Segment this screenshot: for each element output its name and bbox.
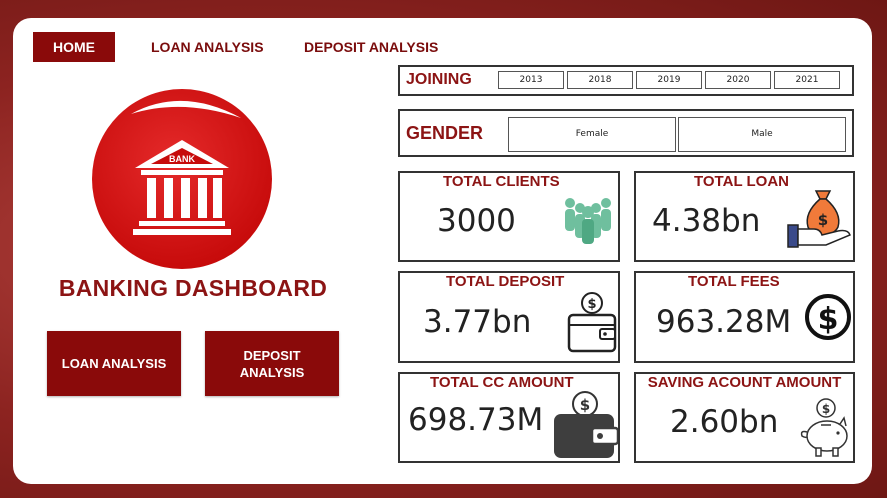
svg-text:$: $ bbox=[580, 396, 590, 414]
kpi-value: 2.60bn bbox=[670, 404, 779, 440]
svg-text:$: $ bbox=[818, 302, 839, 337]
year-option-2013[interactable]: 2013 bbox=[498, 71, 564, 89]
gender-option-male[interactable]: Male bbox=[678, 117, 846, 152]
kpi-value: 4.38bn bbox=[652, 203, 761, 239]
loan-analysis-button-label: LOAN ANALYSIS bbox=[61, 356, 167, 371]
kpi-title: SAVING ACOUNT AMOUNT bbox=[647, 374, 842, 391]
money-bag-hand-icon: $ bbox=[787, 190, 851, 248]
deposit-button-line2: ANALYSIS bbox=[239, 364, 305, 380]
kpi-saving-account-amount: SAVING ACOUNT AMOUNT 2.60bn $ bbox=[634, 372, 855, 463]
kpi-total-deposit: TOTAL DEPOSIT 3.77bn $ bbox=[398, 271, 620, 363]
kpi-title: TOTAL CLIENTS bbox=[443, 173, 560, 190]
svg-text:$: $ bbox=[587, 297, 596, 312]
kpi-total-loan: TOTAL LOAN 4.38bn $ bbox=[634, 171, 855, 262]
deposit-button-line1: DEPOSIT bbox=[243, 347, 301, 363]
loan-analysis-button[interactable]: LOAN ANALYSIS bbox=[47, 331, 181, 396]
kpi-value: 3000 bbox=[437, 203, 516, 239]
kpi-title: TOTAL CC AMOUNT bbox=[430, 374, 574, 391]
svg-text:$: $ bbox=[822, 402, 830, 416]
kpi-title: TOTAL LOAN bbox=[694, 173, 789, 190]
people-icon bbox=[565, 198, 611, 244]
year-option-2018[interactable]: 2018 bbox=[567, 71, 633, 89]
wallet-dollar-icon: $ bbox=[554, 391, 618, 458]
nav-deposit-analysis[interactable]: DEPOSIT ANALYSIS bbox=[304, 39, 439, 55]
kpi-title: TOTAL FEES bbox=[688, 273, 780, 290]
kpi-title: TOTAL DEPOSIT bbox=[446, 273, 565, 290]
kpi-total-fees: TOTAL FEES 963.28M $ bbox=[634, 271, 855, 363]
deposit-analysis-button[interactable]: DEPOSIT ANALYSIS bbox=[205, 331, 339, 396]
kpi-total-cc-amount: TOTAL CC AMOUNT 698.73M $ bbox=[398, 372, 620, 463]
year-option-2019[interactable]: 2019 bbox=[636, 71, 702, 89]
gender-slicer: GENDER Female Male bbox=[398, 109, 854, 157]
wallet-coin-icon: $ bbox=[567, 292, 617, 353]
year-option-2020[interactable]: 2020 bbox=[705, 71, 771, 89]
kpi-value: 3.77bn bbox=[423, 304, 532, 340]
gender-label: GENDER bbox=[406, 123, 484, 143]
bank-logo-icon: BANK bbox=[92, 89, 272, 269]
kpi-value: 698.73M bbox=[408, 402, 544, 438]
svg-text:$: $ bbox=[818, 211, 828, 229]
dashboard-card: HOME LOAN ANALYSIS DEPOSIT ANALYSIS BANK… bbox=[13, 18, 872, 484]
kpi-total-clients: TOTAL CLIENTS 3000 bbox=[398, 171, 620, 262]
piggy-bank-icon: $ bbox=[800, 398, 848, 457]
bank-logo-text: BANK bbox=[169, 154, 195, 164]
nav-loan-analysis[interactable]: LOAN ANALYSIS bbox=[151, 39, 264, 55]
gender-option-female[interactable]: Female bbox=[508, 117, 676, 152]
nav-home[interactable]: HOME bbox=[33, 32, 115, 62]
joining-slicer: JOINING 2013 2018 2019 2020 2021 bbox=[398, 65, 854, 96]
dashboard-title: BANKING DASHBOARD bbox=[58, 275, 328, 301]
dollar-circle-icon: $ bbox=[805, 294, 851, 340]
kpi-value: 963.28M bbox=[656, 304, 792, 340]
year-option-2021[interactable]: 2021 bbox=[774, 71, 840, 89]
joining-label: JOINING bbox=[406, 71, 472, 88]
